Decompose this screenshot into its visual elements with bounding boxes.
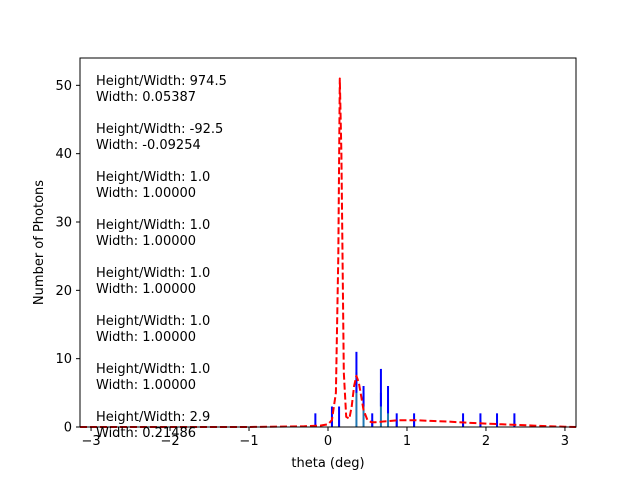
- x-tick-label-3: 0: [324, 434, 332, 449]
- annotation-2-line1: Height/Width: 1.0: [96, 170, 210, 185]
- annotation-3-line2: Width: 1.00000: [96, 234, 196, 249]
- annotation-0-line1: Height/Width: 974.5: [96, 74, 227, 89]
- y-tick-label-3: 30: [55, 216, 72, 231]
- bar-5: [379, 392, 382, 427]
- y-tick-label-4: 40: [55, 147, 72, 162]
- y-tick-label-1: 10: [55, 352, 72, 367]
- x-tick-label-1: −2: [160, 434, 179, 449]
- y-tick-label-2: 20: [55, 284, 72, 299]
- annotation-1-line1: Height/Width: -92.5: [96, 122, 223, 137]
- x-tick-label-0: −3: [81, 434, 100, 449]
- x-axis-label: theta (deg): [291, 456, 364, 471]
- annotation-6-line1: Height/Width: 1.0: [96, 362, 210, 377]
- bar-2: [355, 372, 358, 427]
- annotation-6-line2: Width: 1.00000: [96, 378, 196, 393]
- fit-curve-group: [80, 77, 577, 428]
- y-tick-label-0: 0: [64, 421, 72, 436]
- x-tick-label-4: 1: [403, 434, 411, 449]
- annotation-7-line2: Width: 0.21486: [96, 426, 196, 441]
- fit-curve: [80, 77, 577, 428]
- annotation-4-line2: Width: 1.00000: [96, 282, 196, 297]
- annotation-5-line1: Height/Width: 1.0: [96, 314, 210, 329]
- x-tick-label-2: −1: [239, 434, 258, 449]
- x-tick-label-5: 2: [482, 434, 490, 449]
- annotation-5-line2: Width: 1.00000: [96, 330, 196, 345]
- annotation-2-line2: Width: 1.00000: [96, 186, 196, 201]
- y-tick-label-5: 50: [55, 79, 72, 94]
- annotation-3-line1: Height/Width: 1.0: [96, 218, 210, 233]
- annotation-7-line1: Height/Width: 2.9: [96, 410, 210, 425]
- annotation-4-line1: Height/Width: 1.0: [96, 266, 210, 281]
- x-tick-label-6: 3: [561, 434, 569, 449]
- annotation-0-line2: Width: 0.05387: [96, 90, 196, 105]
- annotation-1-line2: Width: -0.09254: [96, 138, 201, 153]
- y-axis-label: Number of Photons: [32, 180, 47, 305]
- error-bars: [314, 351, 516, 427]
